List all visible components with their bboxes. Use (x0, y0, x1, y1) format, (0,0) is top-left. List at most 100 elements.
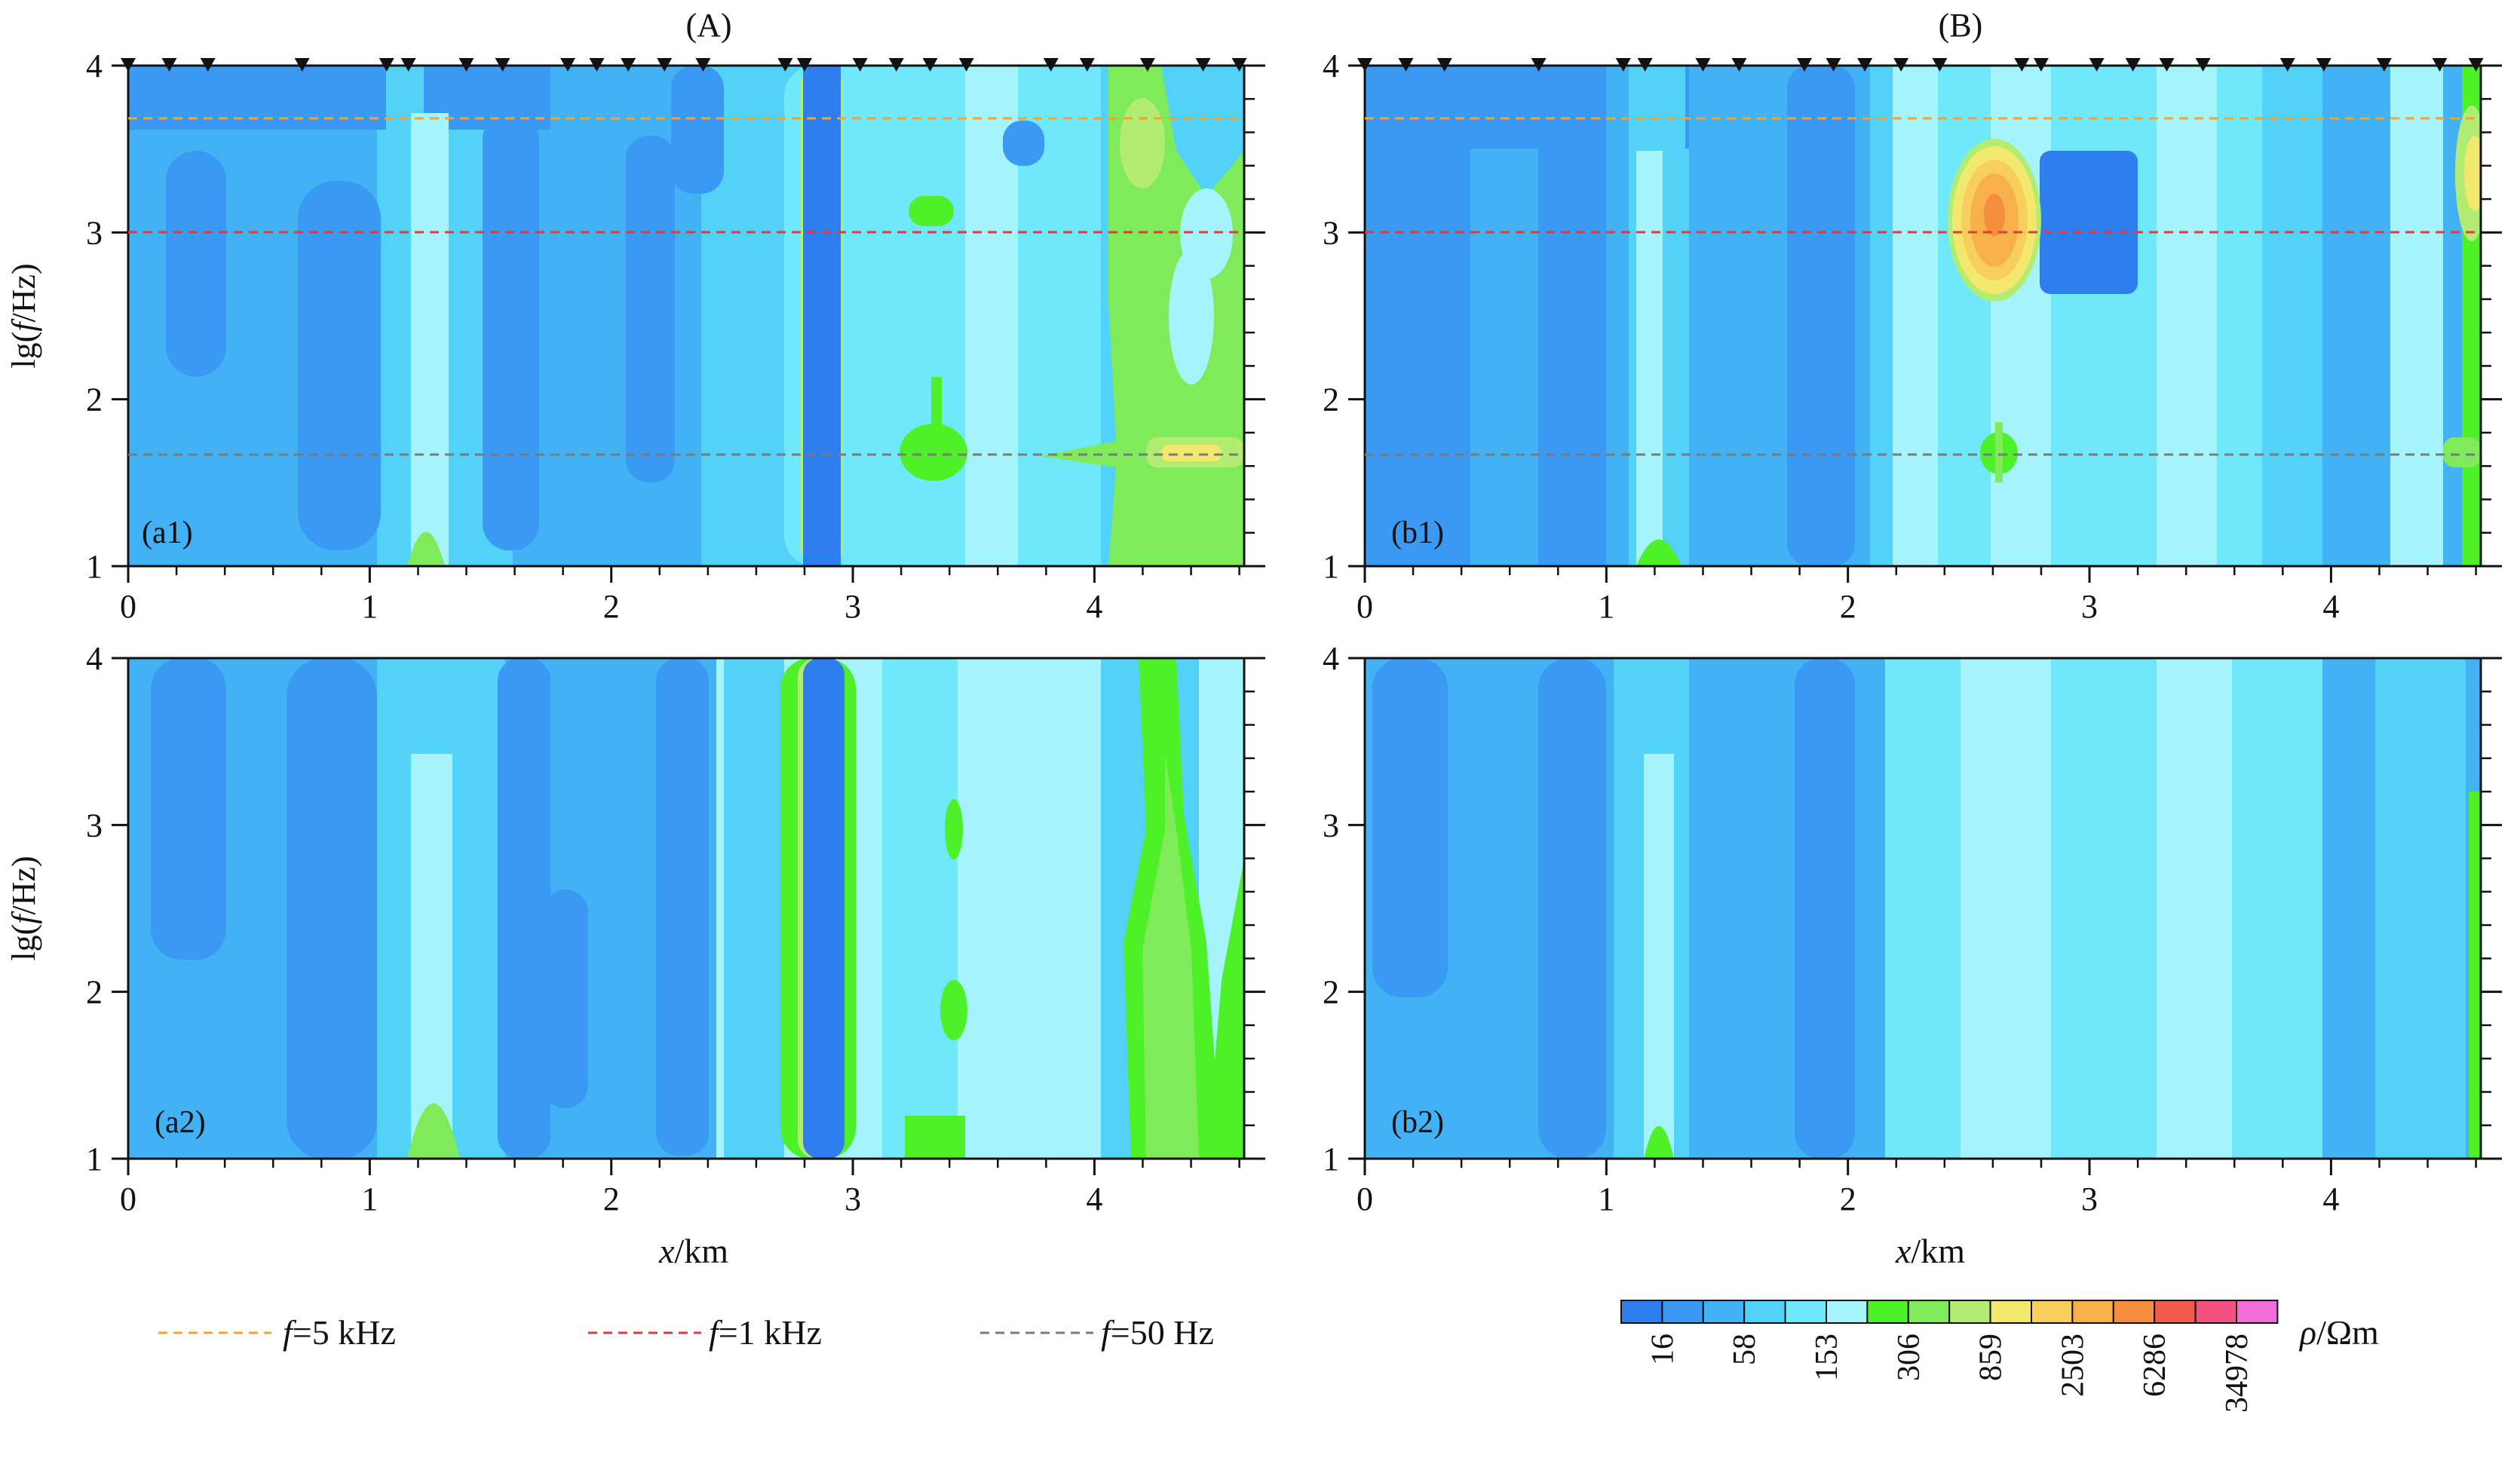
line-legend: f=5 kHz f=1 kHz f=50 Hz (158, 1313, 1214, 1352)
y-tick-label: 1 (1323, 548, 1339, 585)
x-tick-label: 2 (603, 1181, 620, 1217)
station-marker (922, 58, 938, 72)
station-marker (2014, 58, 2030, 72)
colorbar-tick-label: 2503 (2056, 1334, 2090, 1397)
legend-text: f=50 Hz (1101, 1313, 1214, 1352)
y-tick-label: 4 (86, 47, 103, 84)
station-marker (1615, 58, 1631, 72)
x-tick-label: 0 (1357, 1181, 1373, 1217)
station-marker (657, 58, 673, 72)
station-marker (695, 58, 711, 72)
plot-frame (1363, 64, 2482, 568)
colorbar-swatch (1702, 1300, 1746, 1324)
reference-lines (128, 117, 1244, 456)
station-marker (560, 58, 576, 72)
y-tick-label: 2 (86, 381, 103, 418)
station-marker (1398, 58, 1414, 72)
x-tick-label: 4 (2322, 1181, 2339, 1217)
colorbar-swatch (2112, 1300, 2156, 1324)
station-marker (2195, 58, 2211, 72)
y-tick-label: 3 (1323, 214, 1339, 251)
station-markers (121, 58, 1247, 72)
column-title-b: (B) (1939, 7, 1983, 44)
legend-text: f=1 kHz (709, 1313, 822, 1352)
x-tick-label: 1 (361, 1181, 378, 1217)
colorbar-swatch (1620, 1300, 1663, 1324)
station-marker (2279, 58, 2295, 72)
station-marker (2159, 58, 2175, 72)
colorbar-swatch (1948, 1300, 1991, 1324)
x-tick-label: 4 (1086, 1181, 1102, 1217)
station-marker (2033, 58, 2049, 72)
legend-item-50hz: f=50 Hz (980, 1313, 1214, 1352)
colorbar-tick-label: 58 (1728, 1334, 1762, 1365)
colorbar-swatch (1826, 1300, 1869, 1324)
station-marker (1531, 58, 1547, 72)
x-tick-label: 3 (2081, 1181, 2098, 1217)
y-tick-label: 3 (86, 214, 103, 251)
y-axis-label-bottom: lg(f/Hz) (5, 856, 42, 960)
colorbar-tick-labels: 16 58 153 306 859 2503 6286 34978 (1645, 1334, 2255, 1413)
x-tick-label: 1 (1598, 1181, 1614, 1217)
y-tick-label: 1 (1323, 1141, 1339, 1178)
station-marker (1893, 58, 1909, 72)
colorbar-swatch (2071, 1300, 2114, 1324)
x-axis-label-b: x/km (1895, 1232, 1965, 1270)
station-marker (2376, 58, 2392, 72)
y-tick-label: 1 (86, 1141, 103, 1178)
heatmap-field (1365, 658, 2481, 1159)
station-marker (958, 58, 974, 72)
plot-frame (127, 657, 1246, 1160)
y-tick-label: 1 (86, 548, 103, 585)
station-marker (2316, 58, 2331, 72)
station-marker (2432, 58, 2448, 72)
heatmap-field (128, 66, 1244, 566)
colorbar-label: ρ/Ωm (2298, 1313, 2379, 1352)
colorbar-swatches (1620, 1300, 2279, 1324)
station-marker (1637, 58, 1653, 72)
colorbar-tick-label: 6286 (2138, 1334, 2172, 1397)
panel-label: (b2) (1391, 1105, 1444, 1140)
panel-label: (a1) (142, 516, 193, 550)
panel-label: (a2) (155, 1105, 206, 1140)
station-marker (1826, 58, 1841, 72)
colorbar-swatch (2194, 1300, 2238, 1324)
plot-frame (1363, 657, 2482, 1160)
heatmap-field (128, 658, 1244, 1159)
colorbar-tick-label: 153 (1810, 1334, 1844, 1381)
y-tick-label: 4 (86, 640, 103, 677)
station-marker (400, 58, 416, 72)
reference-lines (1365, 117, 2481, 456)
colorbar-swatch (1784, 1300, 1828, 1324)
x-tick-label: 4 (2322, 588, 2339, 625)
colorbar-tick-label: 34978 (2220, 1334, 2255, 1413)
y-tick-label: 4 (1323, 47, 1339, 84)
colorbar-swatch (1989, 1300, 2033, 1324)
x-tick-label: 0 (120, 1181, 136, 1217)
x-axis-label-a: x/km (658, 1232, 728, 1270)
legend-item-5khz: f=5 kHz (158, 1313, 396, 1352)
station-marker (495, 58, 510, 72)
station-marker (2125, 58, 2141, 72)
station-marker (2468, 58, 2484, 72)
panel-label: (b1) (1391, 516, 1444, 550)
x-tick-label: 2 (1840, 1181, 1856, 1217)
station-marker (161, 58, 177, 72)
y-tick-label: 2 (86, 974, 103, 1011)
colorbar-swatch (2031, 1300, 2074, 1324)
station-marker (852, 58, 868, 72)
x-tick-label: 2 (603, 588, 620, 625)
x-tick-label: 1 (1598, 588, 1614, 625)
legend-text: f=5 kHz (283, 1313, 396, 1352)
x-tick-label: 2 (1840, 588, 1856, 625)
x-tick-label: 3 (845, 588, 861, 625)
station-marker (458, 58, 474, 72)
heatmap-field (1365, 66, 2481, 566)
station-marker (2089, 58, 2105, 72)
